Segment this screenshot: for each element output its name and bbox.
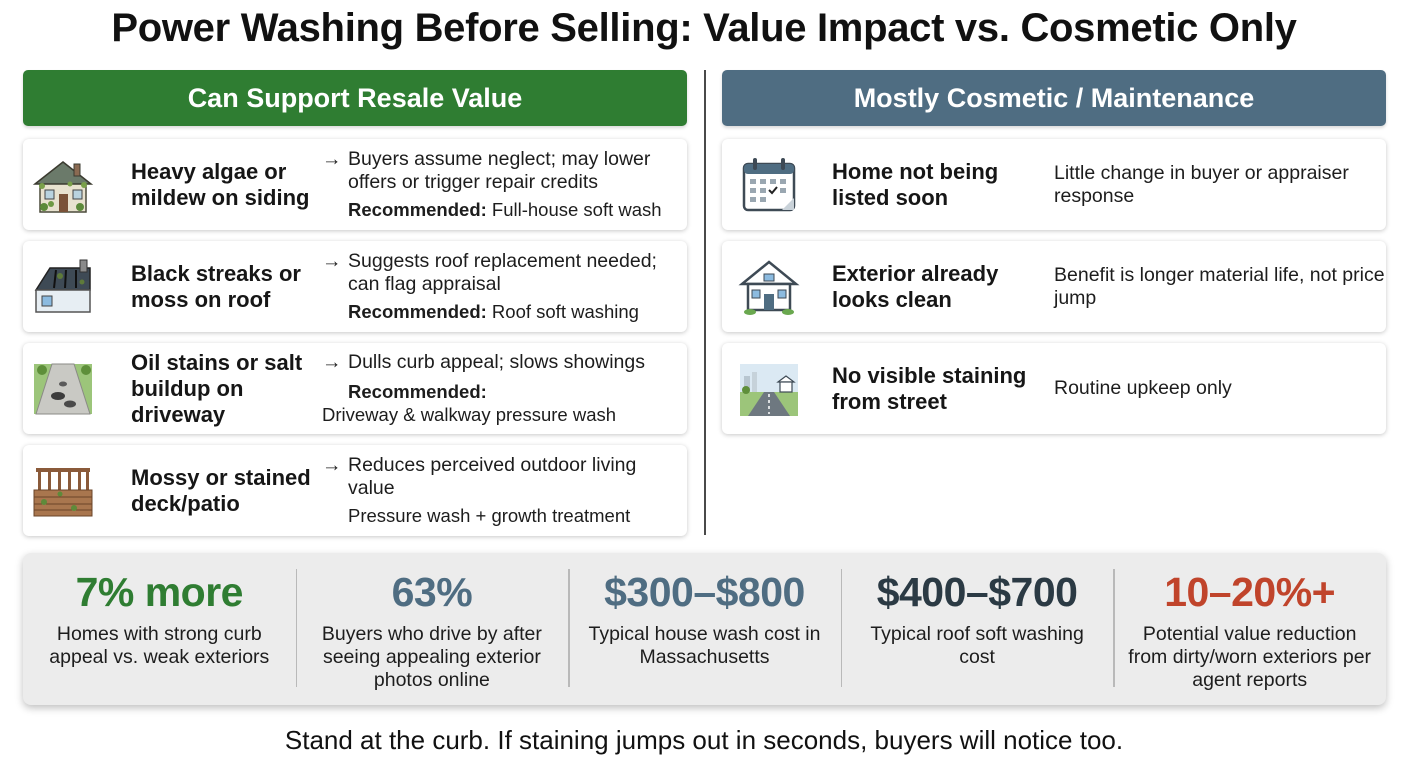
clean-house-icon <box>722 241 802 332</box>
cosmetic-column: Mostly Cosmetic / Maintenance Home not b… <box>722 70 1386 434</box>
note-text: Routine upkeep only <box>1054 377 1232 399</box>
roof-streaks-icon <box>23 241 103 332</box>
stat-roof-wash-cost: $400–$700 Typical roof soft washing cost <box>840 567 1114 691</box>
impact-text: → Reduces perceived outdoor living value … <box>318 454 687 527</box>
driveway-stain-icon <box>23 343 103 434</box>
condition-label: Black streaks or moss on roof <box>131 260 301 312</box>
card-not-listed: Home not being listed soon Little change… <box>722 139 1386 230</box>
street-view-icon <box>722 343 802 434</box>
stat-value: 10–20%+ <box>1164 569 1336 615</box>
stat-house-wash-cost: $300–$800 Typical house wash cost in Mas… <box>568 567 841 691</box>
condition-label: Mossy or stained deck/patio <box>131 464 311 516</box>
note-text: Benefit is longer material life, not pri… <box>1054 263 1385 309</box>
stat-value: $400–$700 <box>876 569 1078 615</box>
resale-value-header: Can Support Resale Value <box>23 70 687 126</box>
impact-text: → Dulls curb appeal; slows showings Recom… <box>318 351 687 426</box>
page-title: Power Washing Before Selling: Value Impa… <box>111 6 1297 50</box>
arrow-right-icon: → <box>322 148 342 170</box>
footer-tip: Stand at the curb. If staining jumps out… <box>284 725 1124 755</box>
stat-label: Typical roof soft washing cost <box>870 623 1084 668</box>
arrow-right-icon: → <box>322 454 342 476</box>
arrow-right-icon: → <box>322 351 342 373</box>
card-already-clean: Exterior already looks clean Benefit is … <box>722 241 1386 332</box>
stat-value: 7% more <box>75 569 244 615</box>
cosmetic-header: Mostly Cosmetic / Maintenance <box>722 70 1386 126</box>
stat-value-reduction: 10–20%+ Potential value reduction from d… <box>1113 567 1386 691</box>
house-algae-icon <box>23 139 103 230</box>
stat-label: Typical house wash cost in Massachusetts <box>588 623 821 668</box>
condition-label: Heavy algae or mildew on siding <box>131 158 310 210</box>
stat-label: Homes with strong curb appeal vs. weak e… <box>49 623 270 668</box>
condition-label: Home not being listed soon <box>832 158 999 210</box>
card-algae-siding: Heavy algae or mildew on siding → Buyers … <box>23 139 687 230</box>
recommendation: Recommended: Driveway & walkway pressure … <box>322 381 617 425</box>
stat-label: Buyers who drive by after seeing appeali… <box>321 623 542 691</box>
recommendation: Recommended: Full-house soft wash <box>348 199 662 220</box>
deck-icon <box>23 445 103 536</box>
condition-label: No visible staining from street <box>832 362 1027 414</box>
stat-label: Potential value reduction from dirty/wor… <box>1128 623 1372 691</box>
note-text: Little change in buyer or appraiser resp… <box>1054 161 1349 207</box>
stats-bar: 7% more Homes with strong curb appeal vs… <box>23 553 1386 705</box>
recommendation: Recommended: Roof soft washing <box>348 301 639 322</box>
card-driveway-stains: Oil stains or salt buildup on driveway →… <box>23 343 687 434</box>
impact-text: → Suggests roof replacement needed; can f… <box>318 250 687 323</box>
stat-curb-appeal: 7% more Homes with strong curb appeal vs… <box>23 567 296 691</box>
recommendation: Pressure wash + growth treatment <box>348 505 631 526</box>
impact-text: → Buyers assume neglect; may lower offers… <box>318 148 687 221</box>
stat-drive-by: 63% Buyers who drive by after seeing app… <box>295 567 569 691</box>
calendar-icon <box>722 139 802 230</box>
condition-label: Exterior already looks clean <box>832 260 999 312</box>
card-roof-streaks: Black streaks or moss on roof → Suggests … <box>23 241 687 332</box>
condition-label: Oil stains or salt buildup on driveway <box>131 349 303 427</box>
arrow-right-icon: → <box>322 250 342 272</box>
card-no-staining: No visible staining from street Routine … <box>722 343 1386 434</box>
resale-value-column: Can Support Resale Value Heavy algae or … <box>23 70 687 536</box>
column-divider <box>704 70 706 535</box>
stat-value: 63% <box>391 569 473 615</box>
stat-value: $300–$800 <box>604 569 805 615</box>
card-deck-patio: Mossy or stained deck/patio → Reduces per… <box>23 445 687 536</box>
